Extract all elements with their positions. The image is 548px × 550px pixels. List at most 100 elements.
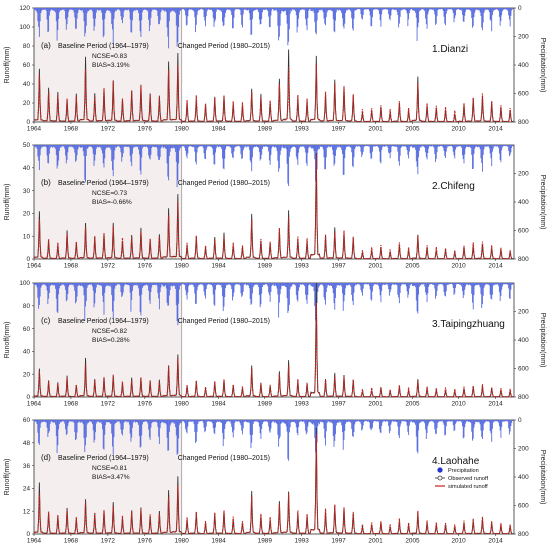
y2-tick-label: 600	[518, 228, 529, 235]
x-tick-label: 2005	[405, 263, 420, 270]
panel-label: (d)	[41, 453, 51, 462]
y2-tick-label: 800	[518, 119, 529, 126]
x-tick-label: 1980	[175, 263, 190, 270]
y2-tick-label: 400	[518, 199, 529, 206]
y-tick-label: 40	[23, 81, 31, 88]
ncse-value: NCSE=0.83	[92, 53, 127, 60]
x-tick-label: 1980	[175, 401, 190, 408]
simulated-runoff-line	[33, 154, 514, 260]
precipitation-series	[33, 145, 514, 188]
station-name: 3.Taipingzhuang	[432, 319, 505, 330]
chart-panel-1: 0 20 40 60 80 100 120 0 200 400 600 800 1964 1968 1972…	[4, 5, 546, 132]
y-tick-label: 48	[23, 440, 31, 447]
simulated-runoff-line	[33, 63, 514, 123]
y-tick-label: 40	[23, 349, 31, 356]
y2-tick-label: 200	[518, 446, 529, 453]
legend-label: Observed runoff	[448, 476, 488, 482]
y2-tick-label: 0	[518, 417, 522, 424]
x-tick-label: 1997	[332, 126, 347, 133]
x-tick-label: 1972	[101, 263, 116, 270]
station-name: 4.Laohahe	[432, 456, 480, 467]
y-axis-title: Runoff(mm)	[4, 322, 11, 359]
changed-period-label: Changed Period (1980–2015)	[178, 180, 270, 187]
x-tick-label: 1972	[101, 538, 116, 545]
y-axis-title: Runoff(mm)	[4, 184, 11, 221]
x-tick-label: 2001	[368, 538, 383, 545]
y-tick-label: 20	[23, 371, 31, 378]
ncse-value: NCSE=0.73	[92, 190, 127, 197]
y2-axis-title: Precipitation(mm)	[539, 450, 546, 505]
changed-period-label: Changed Period (1980–2015)	[178, 318, 270, 325]
x-tick-label: 1968	[64, 401, 79, 408]
baseline-period-shade	[34, 283, 182, 397]
legend-precip-marker	[437, 467, 443, 473]
x-tick-label: 1989	[258, 401, 273, 408]
x-tick-label: 1964	[27, 126, 42, 133]
y-tick-label: 20	[23, 100, 31, 107]
y2-tick-label: 400	[518, 474, 529, 481]
bias-value: BIAS=0.28%	[92, 337, 130, 344]
legend-item: simulated runoff	[435, 484, 488, 490]
x-tick-label: 1989	[258, 126, 273, 133]
x-tick-label: 1997	[332, 401, 347, 408]
x-tick-label: 1993	[295, 401, 310, 408]
y-axis-title: Runoff(mm)	[4, 47, 11, 84]
baseline-period-label: Baseline Period (1964–1979)	[58, 455, 149, 462]
x-tick-label: 1972	[101, 401, 116, 408]
legend-observed-marker	[437, 475, 443, 481]
y2-tick-label: 400	[518, 62, 529, 69]
baseline-period-label: Baseline Period (1964–1979)	[58, 318, 149, 325]
y-tick-label: 12	[23, 508, 31, 515]
x-tick-label: 1989	[258, 263, 273, 270]
x-tick-label: 2001	[368, 401, 383, 408]
panel-label: (a)	[41, 41, 51, 50]
x-tick-label: 1972	[101, 126, 116, 133]
legend-label: Precipitation	[448, 468, 479, 474]
y-tick-label: 50	[23, 142, 31, 149]
y-tick-label: 60	[23, 417, 31, 424]
precipitation-series	[33, 8, 514, 49]
x-tick-label: 2001	[368, 126, 383, 133]
x-tick-label: 2010	[452, 126, 467, 133]
x-tick-label: 2014	[488, 538, 503, 545]
y-tick-label: 0	[26, 256, 30, 263]
precipitation-series	[33, 420, 514, 461]
y2-tick-label: 200	[518, 171, 529, 178]
ncse-value: NCSE=0.81	[92, 465, 127, 472]
x-tick-label: 1964	[27, 538, 42, 545]
ncse-value: NCSE=0.82	[92, 328, 127, 335]
legend-label: simulated runoff	[448, 484, 488, 490]
y2-axis-title: Precipitation(mm)	[539, 38, 546, 93]
legend: Precipitation Observed runoff simulated ru…	[435, 467, 488, 490]
y2-tick-label: 800	[518, 531, 529, 538]
y-tick-label: 36	[23, 463, 31, 470]
baseline-period-shade	[34, 420, 182, 534]
baseline-period-label: Baseline Period (1964–1979)	[58, 180, 149, 187]
x-tick-label: 2014	[488, 401, 503, 408]
x-tick-label: 1989	[258, 538, 273, 545]
y-tick-label: 60	[23, 62, 31, 69]
bias-value: BIAS=-0.66%	[92, 199, 132, 206]
y2-tick-label: 0	[518, 5, 522, 12]
chart-panel-2: 0 10 20 30 40 50 200 400 600 800 1964 1968 1972 1976 1…	[4, 142, 546, 269]
station-name: 1.Dianzi	[432, 44, 468, 55]
x-tick-label: 1993	[295, 263, 310, 270]
x-tick-label: 1984	[212, 126, 227, 133]
y-tick-label: 60	[23, 326, 31, 333]
x-tick-label: 2014	[488, 263, 503, 270]
bias-value: BIAS=3.19%	[92, 62, 130, 69]
baseline-period-label: Baseline Period (1964–1979)	[58, 43, 149, 50]
legend-item: Precipitation	[437, 467, 479, 474]
x-tick-label: 2014	[488, 126, 503, 133]
y2-tick-label: 600	[518, 503, 529, 510]
x-tick-label: 1997	[332, 263, 347, 270]
x-tick-label: 1968	[64, 538, 79, 545]
x-tick-label: 2005	[405, 126, 420, 133]
y-tick-label: 24	[23, 486, 31, 493]
x-tick-label: 1993	[295, 538, 310, 545]
x-tick-label: 1984	[212, 538, 227, 545]
precipitation-series	[33, 283, 514, 326]
x-tick-label: 1964	[27, 401, 42, 408]
y-axis-title: Runoff(mm)	[4, 459, 11, 496]
